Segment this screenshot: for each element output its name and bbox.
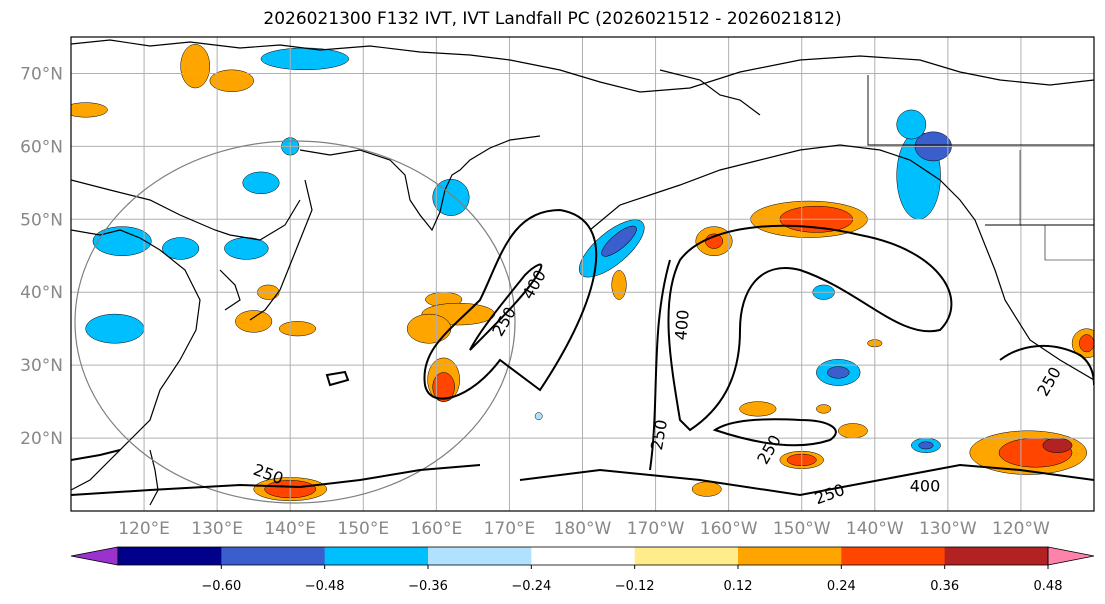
- lon-tick-label: 150°E: [337, 519, 389, 539]
- contour-label: 400: [910, 477, 941, 496]
- ivt-pc-blob: [92, 226, 152, 257]
- lon-tick-label: 130°W: [919, 519, 977, 539]
- lon-tick-label: 180°W: [554, 519, 612, 539]
- colorbar-tick-label: −0.36: [408, 579, 448, 594]
- landfall-region-circle: [74, 140, 516, 504]
- lat-tick-label: 20°N: [20, 429, 63, 449]
- lat-tick-label: 60°N: [20, 137, 63, 157]
- ivt-pc-blob: [534, 412, 543, 421]
- colorbar-segment: [428, 547, 532, 565]
- ivt-pc-blob: [85, 313, 145, 344]
- lon-tick-label: 160°W: [700, 519, 758, 539]
- colorbar-extend-high: [1047, 546, 1095, 566]
- ivt-pc-blob: [242, 171, 280, 195]
- lon-tick-label: 140°E: [264, 519, 316, 539]
- lon-tick-label: 130°E: [191, 519, 243, 539]
- ivt-pc-blob: [260, 47, 349, 71]
- lon-tick-label: 150°W: [773, 519, 831, 539]
- colorbar-tick-label: −0.12: [615, 579, 655, 594]
- colorbar-tick-label: −0.24: [511, 579, 551, 594]
- ivt-pc-blob: [71, 102, 108, 118]
- colorbar-segment: [324, 547, 429, 565]
- ivt-pc-blob: [918, 441, 934, 450]
- lat-tick-label: 50°N: [20, 210, 63, 230]
- ivt-pc-blob: [209, 69, 254, 92]
- ivt-pc-blob: [235, 310, 273, 333]
- lon-tick-label: 170°W: [627, 519, 685, 539]
- lon-tick-label: 120°W: [992, 519, 1050, 539]
- lon-tick-label: 160°E: [411, 519, 463, 539]
- ivt-contours: [71, 208, 1094, 497]
- lon-tick-label: 140°W: [846, 519, 904, 539]
- ivt-pc-blob: [691, 481, 722, 497]
- ivt-pc-blob: [838, 423, 868, 439]
- colorbar-segment: [841, 547, 946, 565]
- ivt-pc-blob: [406, 313, 452, 344]
- ivt-pc-blob: [816, 404, 832, 414]
- graticule: [71, 37, 1094, 511]
- colorbar-tick-label: 0.12: [724, 579, 753, 594]
- ivt-pc-blob: [611, 270, 627, 300]
- ivt-pc-blob: [180, 44, 211, 89]
- contour-label: 250: [812, 480, 847, 508]
- colorbar-segment: [944, 547, 1049, 565]
- lon-tick-label: 120°E: [118, 519, 170, 539]
- map-title: 2026021300 F132 IVT, IVT Landfall PC (20…: [263, 9, 842, 29]
- ivt-pc-blob: [827, 366, 850, 379]
- colorbar-segment: [221, 547, 326, 565]
- contour-label: 400: [518, 267, 550, 303]
- map-frame: [70, 36, 1095, 512]
- ivt-pc-blob: [432, 372, 455, 402]
- colorbar-extend-low: [70, 546, 119, 566]
- colorbar: −0.60 −0.48 −0.36 −0.24 −0.12 0.12 0.24 0.36 0.4…: [70, 546, 1095, 594]
- colorbar-tick-label: −0.48: [305, 579, 345, 594]
- ivt-pc-blob: [1079, 334, 1094, 353]
- ivt-pc-blob: [896, 109, 927, 140]
- colorbar-frame: [117, 546, 1049, 566]
- ivt-pc-blob: [279, 321, 317, 337]
- ivt-pc-blob: [162, 237, 200, 260]
- contour-label: 250: [1033, 364, 1065, 400]
- colorbar-segment: [531, 547, 636, 565]
- colorbar-tick-label: 0.36: [930, 579, 959, 594]
- colorbar-tick-label: −0.60: [201, 579, 241, 594]
- ivt-pc-blob: [224, 237, 269, 260]
- contour-label: 250: [251, 460, 286, 488]
- contour-label: 250: [647, 418, 671, 451]
- lat-tick-label: 40°N: [20, 283, 63, 303]
- ivt-pc-blob: [739, 401, 777, 417]
- lat-tick-label: 70°N: [20, 64, 63, 84]
- longitude-labels: 120°E 130°E 140°E 150°E 160°E 170°E 180°W 170°W…: [118, 519, 1050, 539]
- colorbar-segment: [118, 547, 222, 565]
- contour-label: 400: [671, 309, 693, 341]
- ivt-pc-shading: [71, 44, 1094, 502]
- colorbar-tick-label: 0.24: [827, 579, 856, 594]
- lon-tick-label: 170°E: [484, 519, 536, 539]
- colorbar-tick-label: 0.48: [1034, 579, 1063, 594]
- colorbar-segment: [738, 547, 842, 565]
- lat-tick-label: 30°N: [20, 356, 63, 376]
- colorbar-segment: [634, 547, 739, 565]
- coastlines: [71, 39, 1094, 506]
- latitude-labels: 70°N 60°N 50°N 40°N 30°N 20°N: [20, 64, 63, 449]
- ivt-pc-blob: [1042, 437, 1073, 453]
- ivt-pc-blob: [601, 225, 637, 257]
